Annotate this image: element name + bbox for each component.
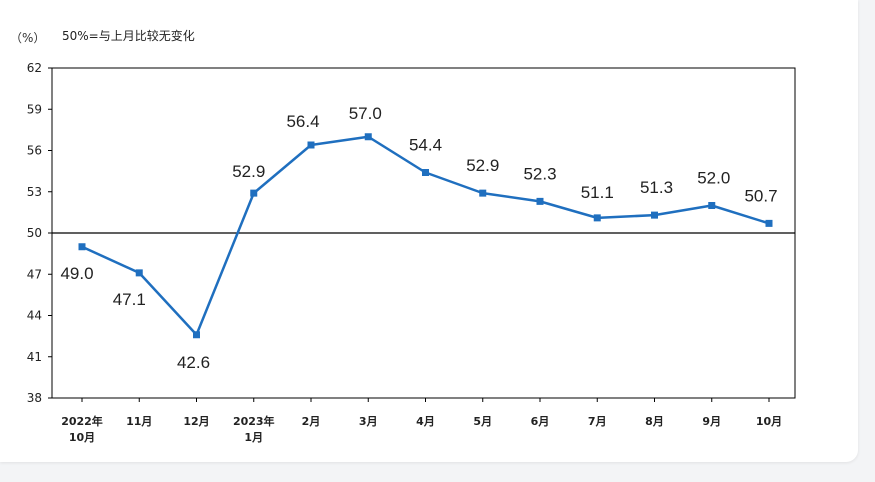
axes: 38 41 44 47 50 53 56 59 62 2022年 10月 11月 12月 2023年 1月 2…	[27, 61, 796, 444]
x-tick-label: 1月	[244, 431, 263, 444]
y-unit-label: （%）	[10, 31, 45, 45]
data-labels: 49.0 47.1 42.6 52.9 56.4 57.0 54.4 52.9 52.3 51.1…	[60, 104, 777, 372]
series-polyline	[81, 135, 770, 336]
x-tick-label: 8月	[645, 415, 664, 428]
x-tick-label: 9月	[702, 415, 721, 428]
y-tick-label: 47	[27, 267, 42, 281]
x-tick-label: 6月	[531, 415, 550, 428]
data-point	[479, 189, 487, 197]
data-label: 42.6	[177, 353, 210, 372]
x-tick-label: 2023年	[233, 414, 275, 428]
x-tick-label: 7月	[588, 415, 607, 428]
data-point	[765, 219, 773, 227]
data-label: 47.1	[113, 290, 146, 309]
data-label: 52.0	[697, 169, 730, 188]
data-point	[536, 197, 544, 205]
x-tick-label: 2月	[302, 415, 321, 428]
x-tick-label: 10月	[69, 431, 95, 444]
data-point	[135, 269, 143, 277]
x-tick-label: 5月	[473, 415, 492, 428]
x-tick-label: 3月	[359, 415, 378, 428]
data-point	[651, 211, 658, 219]
x-tick-label: 2022年	[61, 414, 103, 428]
y-tick-label: 59	[27, 102, 42, 116]
chart-card: （%） 50%=与上月比较无变化 38 41 44 47 50 53 56 59 62 2022年…	[0, 0, 858, 462]
data-label: 52.9	[466, 156, 499, 175]
data-label: 51.3	[640, 178, 673, 197]
y-tick-label: 38	[27, 391, 42, 405]
y-tick-label: 62	[27, 61, 42, 75]
y-tick-label: 56	[27, 144, 42, 158]
data-point	[307, 141, 315, 149]
data-label: 54.4	[409, 136, 442, 155]
data-label: 52.9	[232, 162, 265, 181]
line-chart: （%） 50%=与上月比较无变化 38 41 44 47 50 53 56 59 62 2022年…	[10, 28, 796, 444]
data-point	[593, 214, 601, 222]
y-tick-label: 50	[27, 226, 42, 240]
data-point	[250, 189, 258, 197]
data-label: 50.7	[744, 186, 777, 205]
y-tick-label: 41	[27, 350, 42, 364]
data-point	[422, 169, 429, 176]
x-tick-label: 12月	[183, 415, 209, 428]
y-tick-label: 44	[27, 309, 42, 323]
data-label: 49.0	[60, 264, 93, 283]
y-tick-label: 53	[27, 185, 42, 199]
data-label: 57.0	[349, 104, 382, 123]
data-point	[364, 133, 372, 141]
series-line	[78, 133, 773, 339]
data-point	[708, 202, 716, 209]
x-tick-label: 4月	[416, 415, 435, 428]
x-tick-label: 11月	[126, 415, 152, 428]
data-label: 56.4	[286, 112, 319, 131]
chart-note: 50%=与上月比较无变化	[62, 28, 195, 43]
x-tick-label: 10月	[756, 415, 782, 428]
data-label: 52.3	[523, 164, 556, 183]
data-point	[193, 331, 200, 339]
data-point	[78, 243, 86, 251]
data-label: 51.1	[581, 183, 614, 202]
